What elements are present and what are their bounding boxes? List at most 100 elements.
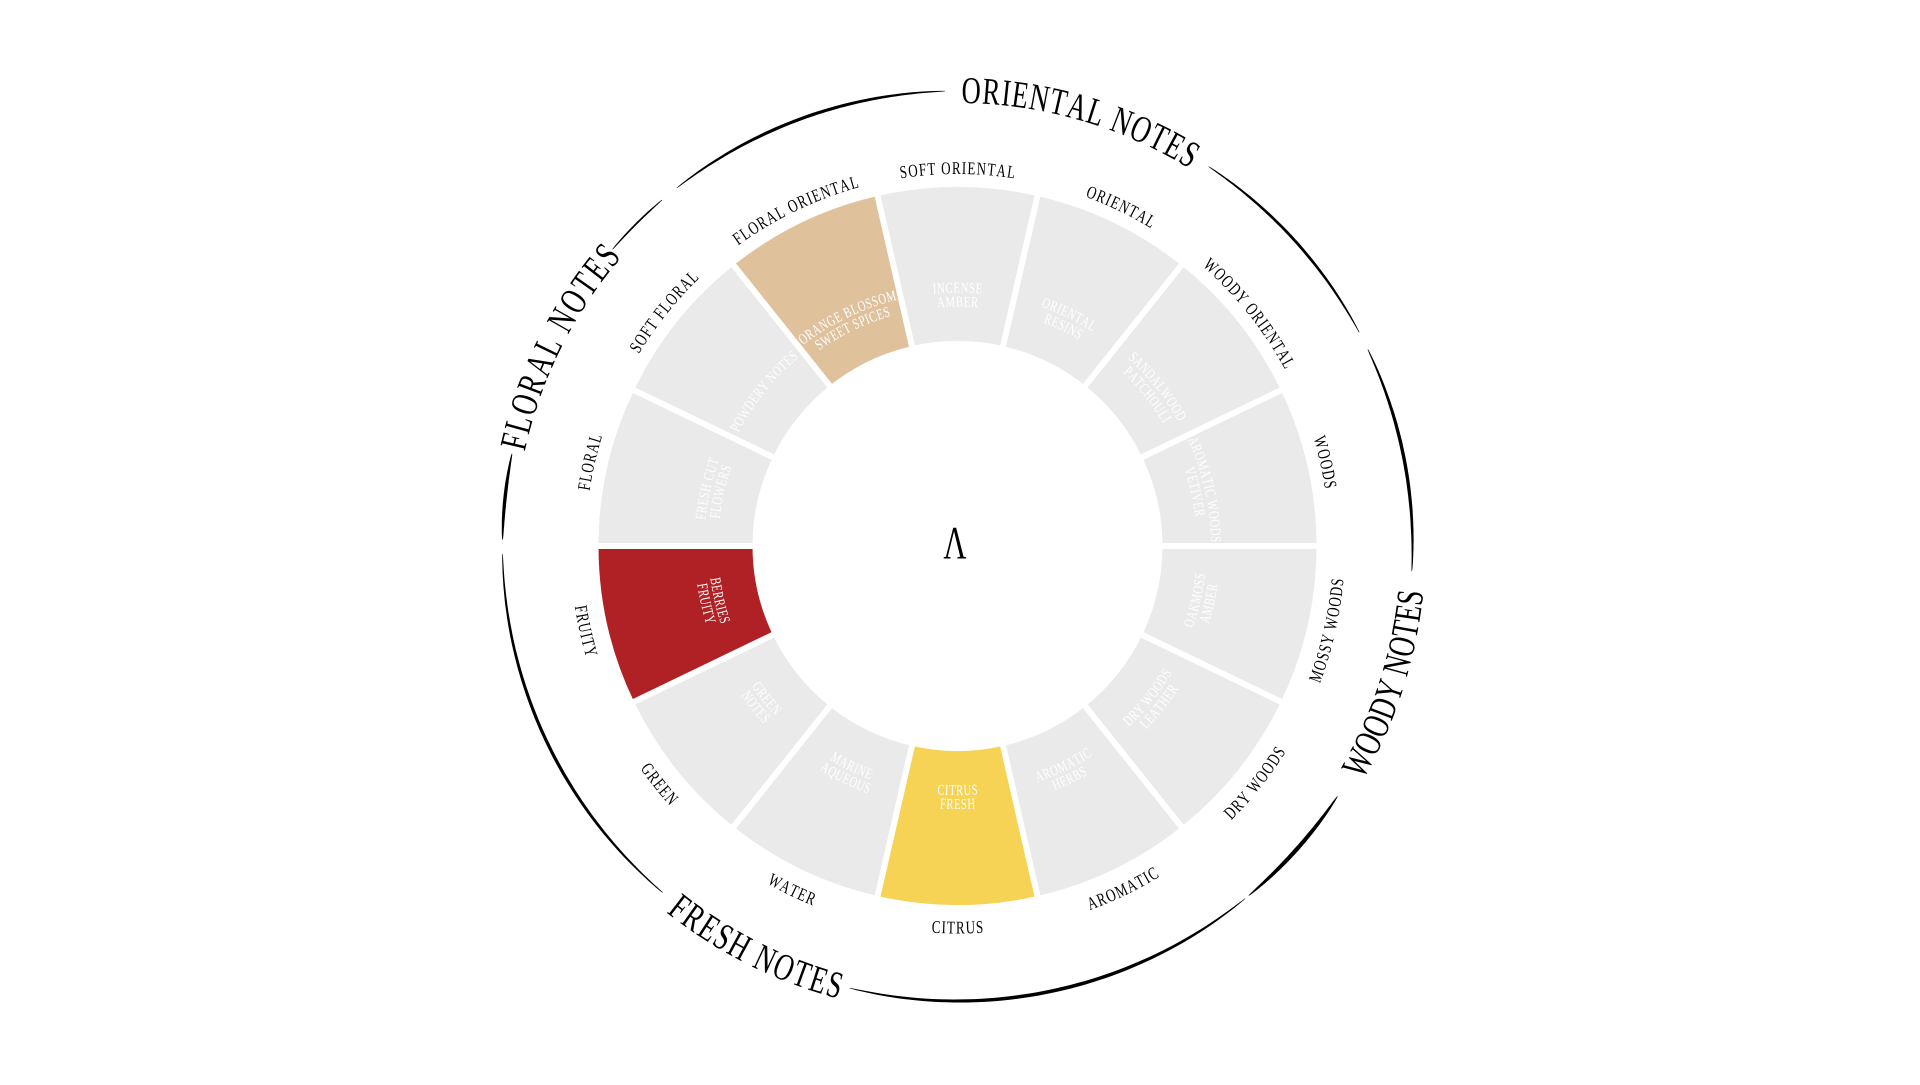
svg-text:M: M xyxy=(1198,603,1217,617)
svg-text:W: W xyxy=(709,484,728,498)
svg-text:I: I xyxy=(945,781,949,798)
svg-text:I: I xyxy=(1000,73,1013,115)
svg-text:E: E xyxy=(708,583,726,592)
svg-text:S: S xyxy=(1319,479,1339,489)
svg-text:S: S xyxy=(899,163,909,183)
svg-text:E: E xyxy=(714,608,732,619)
svg-text:R: R xyxy=(970,293,979,311)
svg-text:E: E xyxy=(1202,590,1220,600)
svg-text:I: I xyxy=(1076,748,1088,765)
svg-text:E: E xyxy=(953,279,960,296)
svg-text:S: S xyxy=(1328,578,1348,587)
svg-text:F: F xyxy=(692,513,710,521)
svg-text:I: I xyxy=(1187,488,1205,495)
svg-text:U: U xyxy=(574,621,595,634)
svg-text:R: R xyxy=(952,159,961,179)
svg-text:T: T xyxy=(699,607,717,618)
svg-text:R: R xyxy=(572,612,593,625)
svg-text:N: N xyxy=(936,279,945,297)
svg-text:T: T xyxy=(949,781,956,798)
svg-text:R: R xyxy=(1191,508,1209,518)
svg-text:O: O xyxy=(961,70,981,112)
svg-text:E: E xyxy=(1009,74,1031,118)
svg-text:O: O xyxy=(1324,606,1345,619)
svg-text:I: I xyxy=(576,631,596,640)
svg-text:W: W xyxy=(1204,499,1223,512)
svg-text:R: R xyxy=(692,504,710,514)
svg-text:S: S xyxy=(961,795,967,812)
svg-text:R: R xyxy=(1203,582,1221,592)
svg-text:C: C xyxy=(699,471,718,482)
svg-text:R: R xyxy=(946,795,954,813)
svg-text:O: O xyxy=(1205,510,1223,520)
svg-text:O: O xyxy=(1313,447,1334,461)
svg-text:C: C xyxy=(937,781,945,799)
svg-text:S: S xyxy=(1207,536,1224,542)
svg-text:R: R xyxy=(711,597,730,608)
svg-text:R: R xyxy=(981,71,1002,114)
svg-text:I: I xyxy=(713,604,731,612)
svg-text:M: M xyxy=(1186,592,1205,605)
svg-text:E: E xyxy=(954,795,961,812)
svg-text:S: S xyxy=(695,490,713,499)
svg-text:D: D xyxy=(1207,527,1225,536)
svg-text:A: A xyxy=(996,161,1008,182)
svg-text:A: A xyxy=(936,293,945,311)
svg-text:E: E xyxy=(1387,602,1431,624)
svg-text:B: B xyxy=(956,293,963,310)
svg-text:Λ: Λ xyxy=(943,516,966,569)
svg-text:L: L xyxy=(707,504,725,513)
svg-text:Y: Y xyxy=(1318,633,1339,647)
svg-text:I: I xyxy=(804,189,816,209)
svg-text:O: O xyxy=(1188,584,1206,595)
svg-text:D: D xyxy=(1318,469,1339,482)
svg-text:C: C xyxy=(931,918,941,938)
svg-text:E: E xyxy=(1184,473,1202,484)
svg-text:M: M xyxy=(945,293,955,311)
svg-text:R: R xyxy=(709,590,727,601)
svg-text:O: O xyxy=(1325,596,1346,608)
svg-text:I: I xyxy=(941,918,946,938)
svg-text:U: U xyxy=(965,918,975,938)
svg-text:E: E xyxy=(874,305,886,323)
svg-text:I: I xyxy=(698,603,716,611)
svg-text:C: C xyxy=(945,279,953,297)
svg-text:T: T xyxy=(704,455,722,467)
svg-text:S: S xyxy=(863,294,875,312)
svg-text:I: I xyxy=(932,280,937,298)
svg-text:O: O xyxy=(1206,519,1224,528)
svg-text:E: E xyxy=(963,293,970,311)
svg-text:F: F xyxy=(918,160,927,180)
svg-text:F: F xyxy=(570,604,590,615)
svg-text:R: R xyxy=(956,919,965,939)
svg-text:F: F xyxy=(706,511,724,519)
svg-text:F: F xyxy=(575,481,595,491)
svg-text:S: S xyxy=(862,778,874,796)
svg-text:S: S xyxy=(1191,572,1209,580)
svg-text:T: T xyxy=(1384,618,1428,642)
svg-text:O: O xyxy=(907,161,919,181)
svg-text:E: E xyxy=(694,497,712,506)
svg-text:F: F xyxy=(940,795,947,813)
svg-text:O: O xyxy=(578,461,599,474)
svg-text:S: S xyxy=(869,292,880,310)
svg-text:S: S xyxy=(969,279,976,297)
svg-text:E: E xyxy=(975,279,983,297)
svg-text:S: S xyxy=(971,781,978,799)
svg-text:H: H xyxy=(696,482,715,493)
svg-text:T: T xyxy=(987,160,997,180)
svg-text:T: T xyxy=(1199,476,1217,487)
svg-text:B: B xyxy=(707,576,725,586)
svg-text:C: C xyxy=(1201,487,1219,498)
svg-text:I: I xyxy=(862,310,872,327)
svg-text:I: I xyxy=(1061,319,1072,336)
svg-text:W: W xyxy=(1321,616,1343,632)
svg-text:L: L xyxy=(576,472,597,483)
svg-text:E: E xyxy=(967,159,976,179)
svg-text:T: T xyxy=(927,160,937,180)
svg-text:D: D xyxy=(1327,586,1347,598)
svg-text:V: V xyxy=(1188,492,1207,503)
svg-text:S: S xyxy=(716,614,734,625)
svg-text:N: N xyxy=(976,160,987,180)
svg-text:F: F xyxy=(694,582,712,591)
